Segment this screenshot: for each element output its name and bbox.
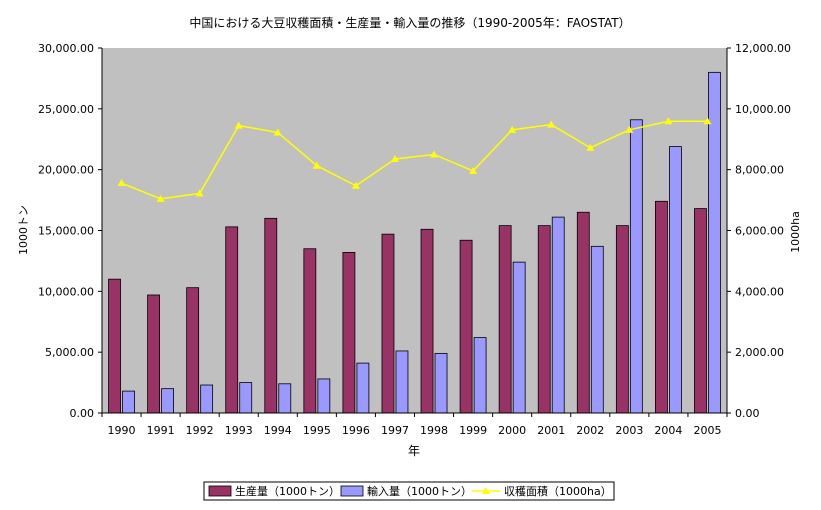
x-tick-label: 2005 (693, 424, 721, 437)
area-marker (586, 143, 595, 151)
legend-marker-area (482, 487, 490, 494)
y2-tick-labels: 0.00 2,000.00 4,000.00 6,000.00 8,000.00 10,0… (735, 42, 791, 420)
x-tick-label: 2002 (576, 424, 604, 437)
bar-imports (200, 384, 214, 414)
bar-production (615, 225, 629, 414)
bar-production (342, 251, 356, 414)
area-marker (273, 128, 282, 136)
bar-imports (395, 350, 409, 414)
bar-imports (590, 245, 604, 414)
bars-layer (108, 71, 721, 414)
bar-imports (161, 388, 174, 414)
area-marker (703, 117, 712, 125)
bar-imports (122, 390, 135, 414)
y2-tick-label: 12,000.00 (735, 42, 791, 55)
area-marker (390, 155, 399, 163)
y2-tick-label: 8,000.00 (735, 164, 784, 177)
y-tick-label: 25,000.00 (38, 103, 94, 116)
area-marker (430, 150, 439, 158)
bar-imports (629, 119, 643, 414)
area-marker (195, 189, 204, 197)
y2-tick-label: 2,000.00 (735, 346, 784, 359)
bar-imports (356, 362, 370, 414)
bar-imports (473, 337, 487, 414)
bar-production (576, 211, 590, 414)
area-marker (469, 166, 478, 174)
legend-label-imports: 輸入量（1000トン） (367, 484, 472, 498)
area-marker (664, 117, 673, 125)
bar-production (420, 228, 434, 414)
x-tick-label: 1998 (420, 424, 448, 437)
area-marker (625, 125, 634, 133)
bar-imports (669, 146, 682, 414)
bar-production (381, 233, 395, 414)
x-tick-labels: 1990 1991 1992 1993 1994 1995 1996 1997 1998 1999… (108, 424, 722, 437)
x-tick-label: 2003 (615, 424, 643, 437)
chart-title: 中国における大豆収穫面積・生産量・輸入量の推移（1990-2005年：FAOST… (189, 15, 630, 30)
bar-production (108, 278, 121, 414)
area-line-layer (117, 117, 712, 202)
x-axis-label: 年 (408, 444, 420, 458)
y2-tick-label: 10,000.00 (735, 103, 791, 116)
y-tick-label: 30,000.00 (38, 42, 94, 55)
x-tick-label: 2004 (654, 424, 682, 437)
bar-production (537, 225, 551, 414)
y2-tick-label: 6,000.00 (735, 225, 784, 238)
x-tick-label: 1996 (342, 424, 370, 437)
y-tick-label: 0.00 (70, 407, 95, 420)
area-marker (547, 120, 556, 128)
area-marker (508, 125, 517, 133)
legend-swatch-production (208, 485, 232, 497)
x-tick-label: 1999 (459, 424, 487, 437)
x-tick-label: 1993 (225, 424, 253, 437)
legend-label-production: 生産量（1000トン） (235, 484, 340, 498)
x-tick-label: 1990 (108, 424, 136, 437)
bar-imports (278, 383, 292, 414)
area-marker (156, 194, 165, 202)
x-tick-label: 1992 (186, 424, 214, 437)
x-tick-label: 1995 (303, 424, 331, 437)
area-marker (312, 161, 321, 169)
area-marker (351, 181, 360, 189)
legend-box (203, 481, 615, 501)
y-tick-label: 20,000.00 (38, 164, 94, 177)
bar-imports (317, 378, 331, 414)
bar-imports (434, 352, 448, 414)
legend: 生産量（1000トン） 輸入量（1000トン） 収穫面積（1000ha） (203, 481, 615, 501)
y-tick-label: 5,000.00 (45, 346, 94, 359)
y2-axis-label: 1000ha (789, 211, 802, 253)
axes-layer (98, 47, 731, 417)
y-tick-labels: 0.00 5,000.00 10,000.00 15,000.00 20,000.00 2… (38, 42, 94, 420)
bar-production (459, 239, 473, 414)
y2-tick-label: 0.00 (735, 407, 760, 420)
y2-tick-label: 4,000.00 (735, 285, 784, 298)
bar-imports (551, 216, 565, 414)
bar-production (147, 294, 160, 414)
legend-label-area: 収穫面積（1000ha） (504, 484, 612, 498)
bar-imports (239, 382, 253, 414)
y-tick-label: 10,000.00 (38, 285, 94, 298)
x-tick-label: 2000 (498, 424, 526, 437)
bar-production (225, 226, 239, 414)
x-tick-label: 1991 (147, 424, 175, 437)
y-tick-label: 15,000.00 (38, 225, 94, 238)
x-tick-label: 1994 (264, 424, 292, 437)
bar-production (303, 248, 317, 414)
bar-imports (512, 261, 526, 414)
bar-production (264, 217, 278, 414)
area-marker (234, 121, 243, 129)
bar-production (186, 287, 200, 414)
y-axis-label: 1000トン (17, 205, 30, 255)
bar-production (694, 208, 707, 414)
x-tick-label: 2001 (537, 424, 565, 437)
legend-swatch-imports (340, 485, 364, 497)
x-tick-label: 1997 (381, 424, 409, 437)
bar-production (498, 225, 512, 414)
area-marker (117, 179, 126, 187)
area-line (121, 120, 708, 200)
bar-production (655, 200, 668, 414)
